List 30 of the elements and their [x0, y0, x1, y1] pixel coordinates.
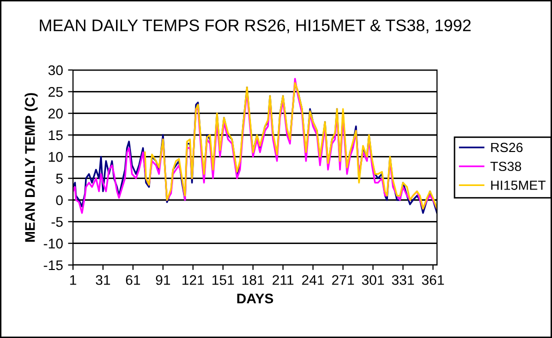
x-tick-label: 301: [362, 275, 384, 285]
x-tick-label: 1: [70, 275, 76, 285]
y-tick-label: 5: [56, 174, 63, 184]
y-tick-label: -5: [52, 217, 63, 227]
x-tick-label: 241: [302, 275, 324, 285]
x-tick-label: 91: [156, 275, 170, 285]
y-tick-label: 15: [48, 130, 63, 140]
x-tick-label: 331: [392, 275, 414, 285]
y-tick-label: 30: [48, 65, 63, 76]
x-tick-label: 181: [242, 275, 264, 285]
legend-label: TS38: [490, 162, 522, 172]
y-axis-title: MEAN DAILY TEMP (C): [24, 93, 38, 242]
y-tick-label: 10: [48, 152, 63, 162]
x-tick-label: 361: [422, 275, 444, 285]
legend-label: HI15MET: [491, 180, 546, 190]
y-tick-label: -10: [44, 238, 63, 249]
x-tick-label: 121: [182, 275, 204, 285]
x-tick-label: 211: [272, 275, 294, 285]
x-axis-title: DAYS: [237, 294, 274, 304]
x-tick-label: 61: [126, 275, 140, 285]
x-tick-label: 151: [212, 275, 234, 285]
y-tick-label: 25: [48, 87, 63, 97]
y-tick-label: 20: [48, 108, 63, 119]
x-tick-label: 31: [96, 275, 110, 285]
y-tick-label: -15: [44, 260, 63, 270]
legend-label: RS26: [491, 142, 523, 152]
chart-title: MEAN DAILY TEMPS FOR RS26, HI15MET & TS38, 1992: [40, 19, 471, 34]
y-tick-label: 0: [56, 195, 63, 206]
line-series: [144, 82, 437, 210]
x-tick-label: 271: [332, 275, 354, 285]
